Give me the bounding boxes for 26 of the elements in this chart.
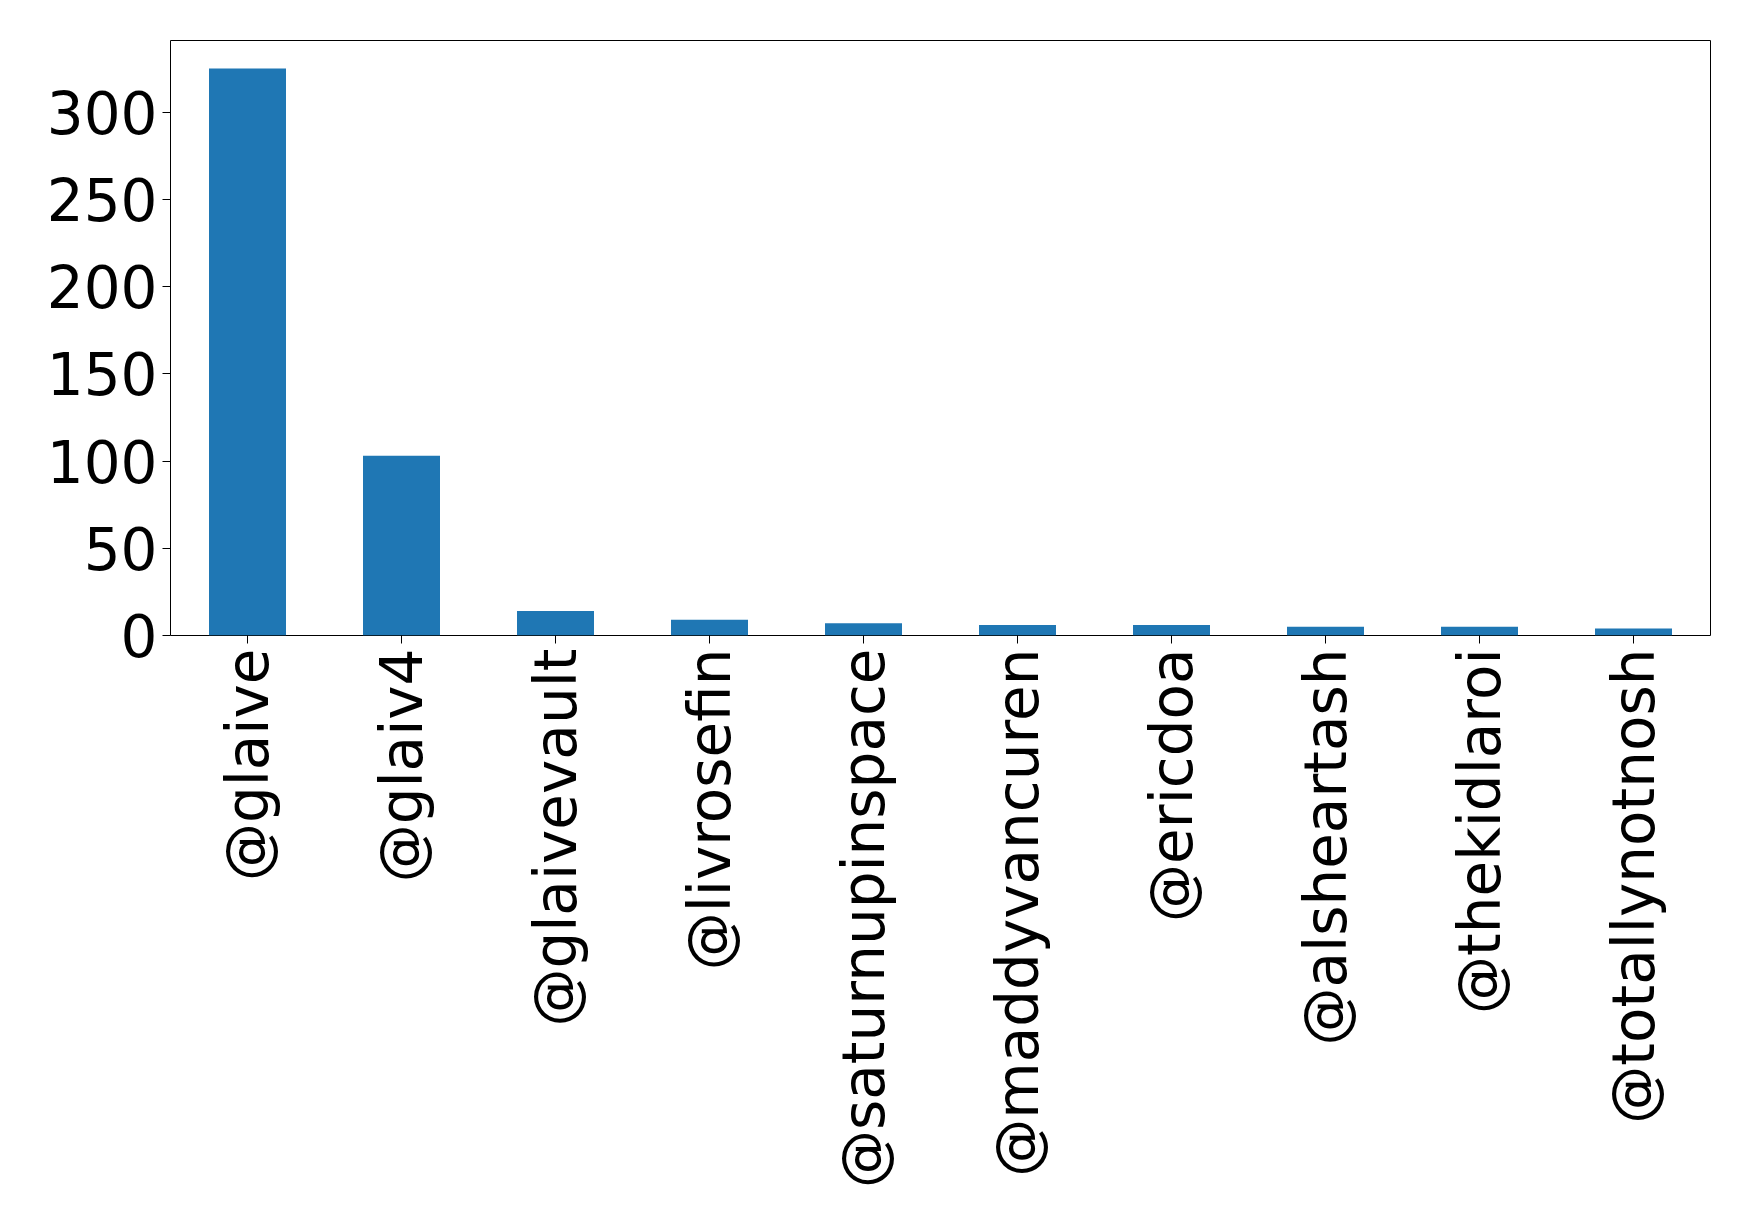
bar xyxy=(671,619,748,636)
x-tick-label: @glaive xyxy=(213,648,282,882)
y-tick-label: 300 xyxy=(46,79,158,148)
y-tick-label: 250 xyxy=(46,166,158,235)
x-tick-label: @maddyvancuren xyxy=(983,648,1052,1177)
y-tick-label: 100 xyxy=(46,428,158,497)
y-tick-label: 150 xyxy=(46,341,158,410)
bar xyxy=(209,68,286,636)
bar xyxy=(1133,625,1210,636)
x-tick-label: @thekidlaroi xyxy=(1445,648,1514,1015)
x-tick-label: @totallynotnosh xyxy=(1599,648,1668,1124)
x-tick-label: @alsheartash xyxy=(1291,648,1360,1046)
bar xyxy=(363,455,440,636)
bar xyxy=(1441,626,1518,636)
y-tick-label: 50 xyxy=(83,515,158,584)
bar xyxy=(825,623,902,636)
bar xyxy=(517,611,594,636)
x-tick-label: @livrosefin xyxy=(675,648,744,971)
y-tick-label: 0 xyxy=(120,603,158,671)
x-tick-label: @ericdoa xyxy=(1137,648,1206,922)
x-tick-label: @glaiv4 xyxy=(367,648,436,883)
y-tick-label: 200 xyxy=(46,254,158,323)
x-tick-label: @saturnupinspace xyxy=(829,648,898,1188)
bar xyxy=(1287,626,1364,636)
bar xyxy=(979,625,1056,636)
x-tick-label: @glaivevault xyxy=(521,648,590,1027)
